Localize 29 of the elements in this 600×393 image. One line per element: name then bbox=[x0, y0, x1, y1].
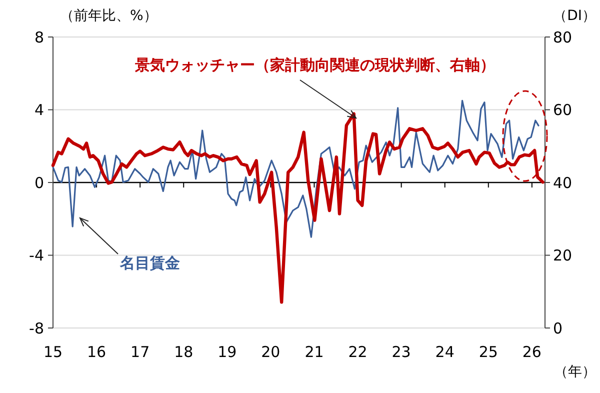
x-tick-label: 25 bbox=[478, 343, 498, 361]
x-tick-label: 16 bbox=[86, 343, 106, 361]
y-tick-label: 4 bbox=[34, 101, 44, 119]
x-tick-label: 18 bbox=[174, 343, 194, 361]
x-tick-label: 21 bbox=[304, 343, 324, 361]
text: 景気ウォッチャー（家計動向関連の現状判断、右軸） bbox=[134, 56, 495, 74]
y-tick-label: 0 bbox=[34, 174, 44, 192]
y-tick-label: -8 bbox=[29, 319, 44, 338]
line-series bbox=[52, 100, 540, 238]
x-tick-label: 24 bbox=[435, 343, 454, 361]
y-tick-label: -4 bbox=[29, 246, 44, 264]
x-tick-label: 17 bbox=[130, 343, 150, 361]
y2-tick-label: 80 bbox=[553, 28, 572, 46]
line-series bbox=[51, 112, 544, 304]
x-tick-label: 15 bbox=[43, 343, 63, 361]
y-axis-title: （前年比、%） bbox=[60, 8, 158, 24]
y2-tick-label: 0 bbox=[553, 319, 563, 338]
y2-axis-title: （DI） bbox=[553, 8, 596, 24]
y2-tick-label: 60 bbox=[553, 101, 572, 119]
y2-tick-label: 40 bbox=[553, 174, 572, 192]
x-tick-label: 22 bbox=[348, 343, 368, 361]
text: 名目賃金 bbox=[119, 254, 180, 272]
x-tick-label: 23 bbox=[392, 343, 411, 361]
x-axis-title: （年） bbox=[554, 364, 596, 380]
x-tick-label: 19 bbox=[218, 343, 237, 361]
x-tick-label: 26 bbox=[522, 343, 542, 361]
y2-tick-label: 20 bbox=[553, 246, 572, 264]
x-tick-label: 20 bbox=[261, 343, 280, 361]
y-tick-label: 8 bbox=[34, 28, 44, 46]
